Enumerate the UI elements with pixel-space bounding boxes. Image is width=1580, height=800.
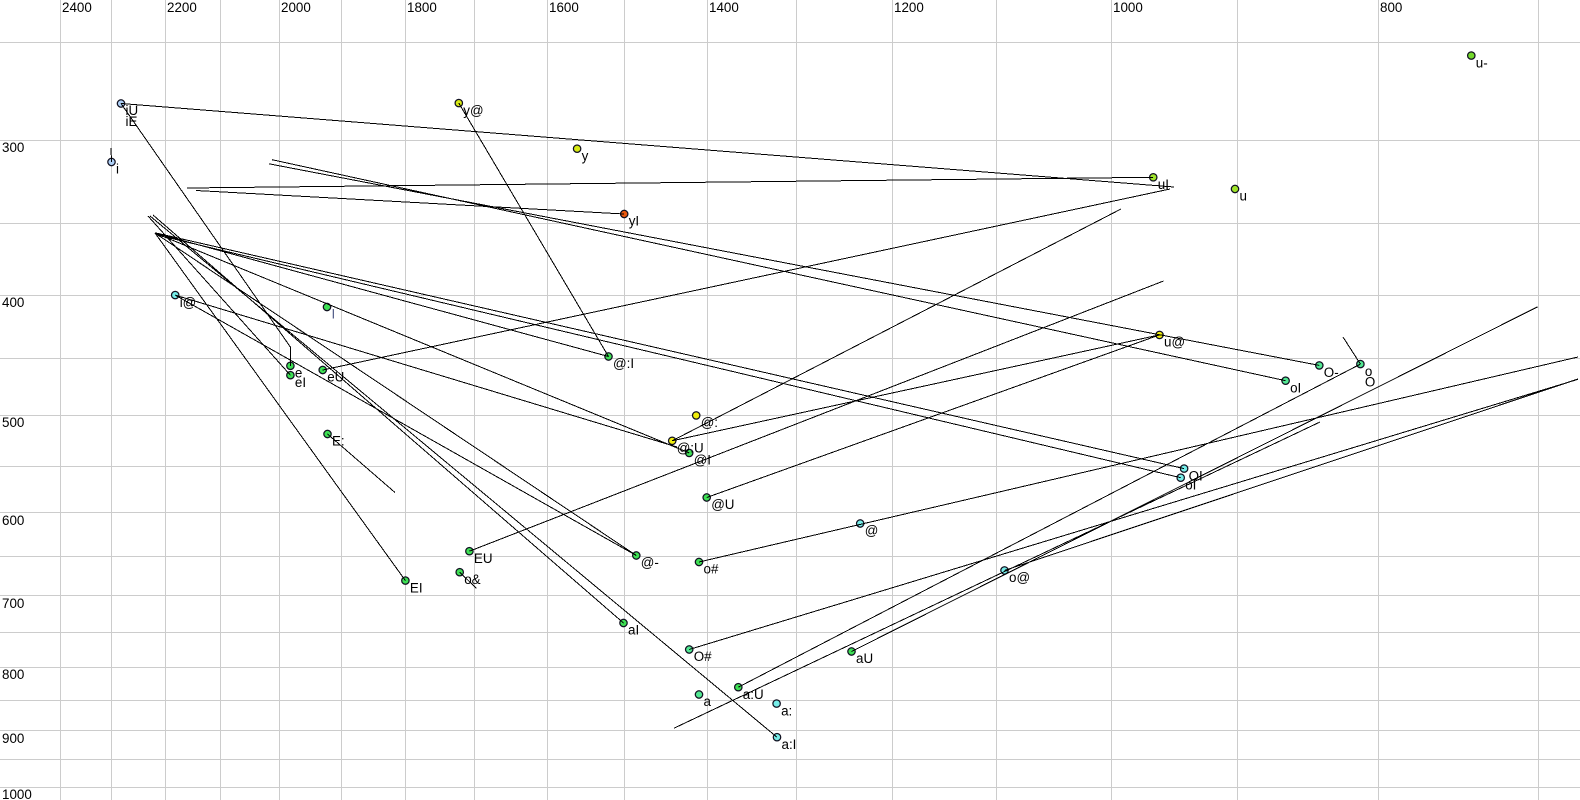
svg-text:u-: u- <box>1476 55 1488 70</box>
svg-text:@:: @: <box>701 415 718 430</box>
svg-text:@:U: @:U <box>677 441 704 456</box>
svg-text:2200: 2200 <box>167 0 197 15</box>
svg-text:e: e <box>295 366 302 381</box>
svg-text:y@: y@ <box>463 103 483 118</box>
svg-text:uI: uI <box>1158 177 1169 192</box>
svg-text:1600: 1600 <box>549 0 579 15</box>
svg-text:@: @ <box>865 523 879 538</box>
svg-text:@I: @I <box>694 453 711 468</box>
svg-text:EU: EU <box>474 551 493 566</box>
svg-text:700: 700 <box>2 596 24 611</box>
svg-text:400: 400 <box>2 295 24 310</box>
svg-text:i@: i@ <box>180 295 197 310</box>
svg-text:a: a <box>704 694 712 709</box>
svg-text:o@: o@ <box>1009 570 1030 585</box>
svg-text:iE: iE <box>126 114 138 129</box>
svg-text:EI: EI <box>410 580 423 595</box>
svg-text:800: 800 <box>1380 0 1402 15</box>
svg-text:o#: o# <box>704 562 719 577</box>
svg-text:500: 500 <box>2 415 24 430</box>
svg-text:O: O <box>1365 374 1375 389</box>
svg-text:o&: o& <box>464 572 480 587</box>
svg-text:aI: aI <box>628 623 639 638</box>
svg-text:aU: aU <box>856 651 873 666</box>
svg-text:u: u <box>1240 189 1247 204</box>
svg-text:2400: 2400 <box>62 0 92 15</box>
svg-text:800: 800 <box>2 667 24 682</box>
svg-text:O#: O# <box>694 649 712 664</box>
svg-text:y: y <box>582 148 589 163</box>
svg-text:@-: @- <box>641 555 659 570</box>
svg-text:1200: 1200 <box>894 0 924 15</box>
svg-text:u@: u@ <box>1164 335 1185 350</box>
svg-text:OI: OI <box>1189 468 1203 483</box>
svg-text:1000: 1000 <box>2 787 32 800</box>
svg-text:600: 600 <box>2 513 24 528</box>
svg-text:O-: O- <box>1324 365 1339 380</box>
svg-text:1400: 1400 <box>709 0 739 15</box>
svg-text:I: I <box>332 307 336 322</box>
svg-text:1000: 1000 <box>1113 0 1143 15</box>
svg-text:2000: 2000 <box>281 0 311 15</box>
svg-text:900: 900 <box>2 731 24 746</box>
svg-text:E:: E: <box>332 434 345 449</box>
svg-text:a:U: a:U <box>743 687 764 702</box>
svg-text:eI: eI <box>295 375 306 390</box>
svg-text:@U: @U <box>711 497 734 512</box>
svg-text:300: 300 <box>2 140 24 155</box>
svg-text:yI: yI <box>629 214 639 229</box>
svg-text:1800: 1800 <box>407 0 437 15</box>
svg-text:eU: eU <box>327 370 344 385</box>
svg-text:i: i <box>116 162 119 177</box>
svg-text:oI: oI <box>1185 477 1196 492</box>
svg-text:oI: oI <box>1290 380 1301 395</box>
svg-text:a:: a: <box>781 703 792 718</box>
svg-text:@:I: @:I <box>613 356 634 371</box>
svg-text:o: o <box>1365 364 1372 379</box>
svg-text:iU: iU <box>126 103 139 118</box>
svg-text:a:I: a:I <box>782 737 797 752</box>
